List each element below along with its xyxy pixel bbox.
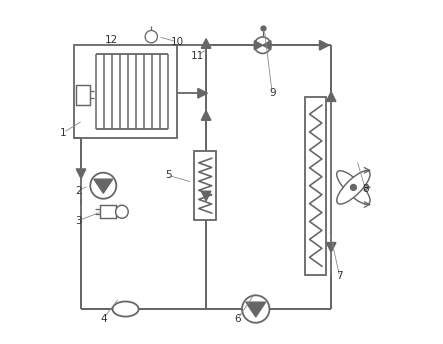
Text: 12: 12 [105,35,118,45]
Circle shape [350,184,357,191]
Bar [76,85,89,105]
Polygon shape [326,92,336,101]
Text: 6: 6 [235,314,241,324]
Text: 3: 3 [75,216,82,226]
Bar [305,97,326,275]
Text: 1: 1 [60,128,66,138]
Bar [74,45,177,138]
Polygon shape [319,41,329,50]
Polygon shape [326,243,336,252]
Text: 5: 5 [165,170,172,180]
Bar [194,151,216,220]
Text: 8: 8 [362,184,369,194]
Ellipse shape [113,301,139,316]
Polygon shape [246,302,266,317]
Text: 9: 9 [269,88,276,98]
Polygon shape [94,179,113,193]
Text: 10: 10 [171,37,183,47]
Text: 7: 7 [336,271,343,281]
Polygon shape [263,41,271,50]
Text: 11: 11 [191,51,204,61]
Text: 2: 2 [75,186,82,196]
Circle shape [242,295,269,323]
Polygon shape [201,39,211,48]
Ellipse shape [116,205,128,218]
Circle shape [90,173,117,199]
Circle shape [254,37,271,53]
Circle shape [145,31,157,43]
Polygon shape [254,41,263,50]
Text: 4: 4 [100,314,107,324]
Polygon shape [201,191,211,201]
Ellipse shape [337,171,370,204]
Ellipse shape [337,171,370,204]
Polygon shape [76,169,86,179]
Polygon shape [201,111,211,120]
Bar [100,205,116,218]
Polygon shape [198,88,207,98]
